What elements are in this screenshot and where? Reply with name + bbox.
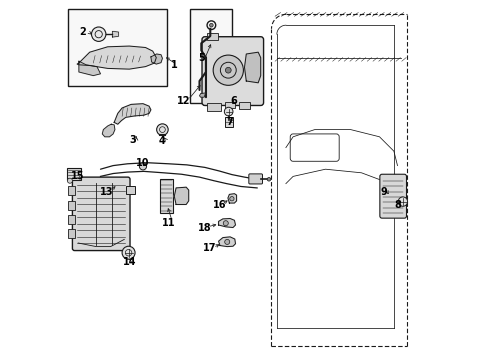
Circle shape bbox=[223, 221, 228, 226]
Text: 17: 17 bbox=[203, 243, 216, 253]
Bar bbox=[206, 103, 221, 111]
Text: 7: 7 bbox=[226, 117, 233, 127]
Bar bbox=[126, 186, 135, 194]
Text: 6: 6 bbox=[230, 96, 237, 106]
FancyBboxPatch shape bbox=[72, 177, 130, 251]
Text: 18: 18 bbox=[198, 222, 211, 233]
Text: 13: 13 bbox=[100, 186, 114, 197]
FancyBboxPatch shape bbox=[248, 174, 262, 184]
Circle shape bbox=[122, 246, 135, 259]
Bar bbox=[68, 201, 75, 210]
Bar bbox=[224, 102, 235, 108]
Circle shape bbox=[91, 27, 106, 41]
Text: 12: 12 bbox=[177, 96, 190, 106]
Circle shape bbox=[209, 23, 213, 27]
Polygon shape bbox=[114, 104, 151, 124]
Text: 4: 4 bbox=[159, 136, 165, 146]
Bar bbox=[224, 117, 232, 127]
Circle shape bbox=[139, 163, 146, 170]
Polygon shape bbox=[112, 31, 118, 37]
Text: 15: 15 bbox=[71, 171, 85, 181]
Bar bbox=[190, 9, 231, 103]
Circle shape bbox=[213, 55, 243, 85]
Polygon shape bbox=[77, 46, 156, 69]
Text: 2: 2 bbox=[79, 27, 86, 37]
Text: 10: 10 bbox=[136, 158, 149, 168]
FancyBboxPatch shape bbox=[202, 37, 263, 105]
Text: 8: 8 bbox=[393, 200, 400, 210]
Polygon shape bbox=[199, 93, 205, 97]
Bar bbox=[239, 102, 249, 109]
Polygon shape bbox=[244, 52, 260, 83]
Text: 3: 3 bbox=[129, 135, 136, 145]
Circle shape bbox=[397, 197, 407, 206]
Circle shape bbox=[225, 67, 231, 73]
Bar bbox=[68, 215, 75, 224]
Text: 5: 5 bbox=[198, 53, 205, 63]
Text: 1: 1 bbox=[171, 60, 177, 70]
Text: 16: 16 bbox=[212, 200, 225, 210]
Bar bbox=[206, 33, 217, 40]
Circle shape bbox=[67, 178, 72, 183]
Polygon shape bbox=[151, 54, 162, 64]
Polygon shape bbox=[174, 187, 188, 204]
Polygon shape bbox=[102, 124, 115, 137]
Circle shape bbox=[224, 239, 229, 244]
Circle shape bbox=[229, 197, 234, 201]
FancyBboxPatch shape bbox=[379, 174, 406, 218]
Text: 14: 14 bbox=[123, 257, 137, 267]
Circle shape bbox=[156, 124, 168, 135]
Circle shape bbox=[266, 177, 270, 181]
Polygon shape bbox=[218, 237, 235, 247]
Polygon shape bbox=[218, 219, 235, 228]
Circle shape bbox=[224, 107, 232, 116]
Bar bbox=[67, 168, 81, 180]
Bar bbox=[68, 186, 75, 195]
Polygon shape bbox=[79, 61, 101, 76]
Bar bbox=[160, 179, 172, 213]
Text: 9: 9 bbox=[379, 186, 386, 197]
Bar bbox=[68, 9, 167, 86]
Polygon shape bbox=[227, 194, 236, 203]
Bar bbox=[68, 229, 75, 238]
Text: 11: 11 bbox=[162, 218, 175, 228]
